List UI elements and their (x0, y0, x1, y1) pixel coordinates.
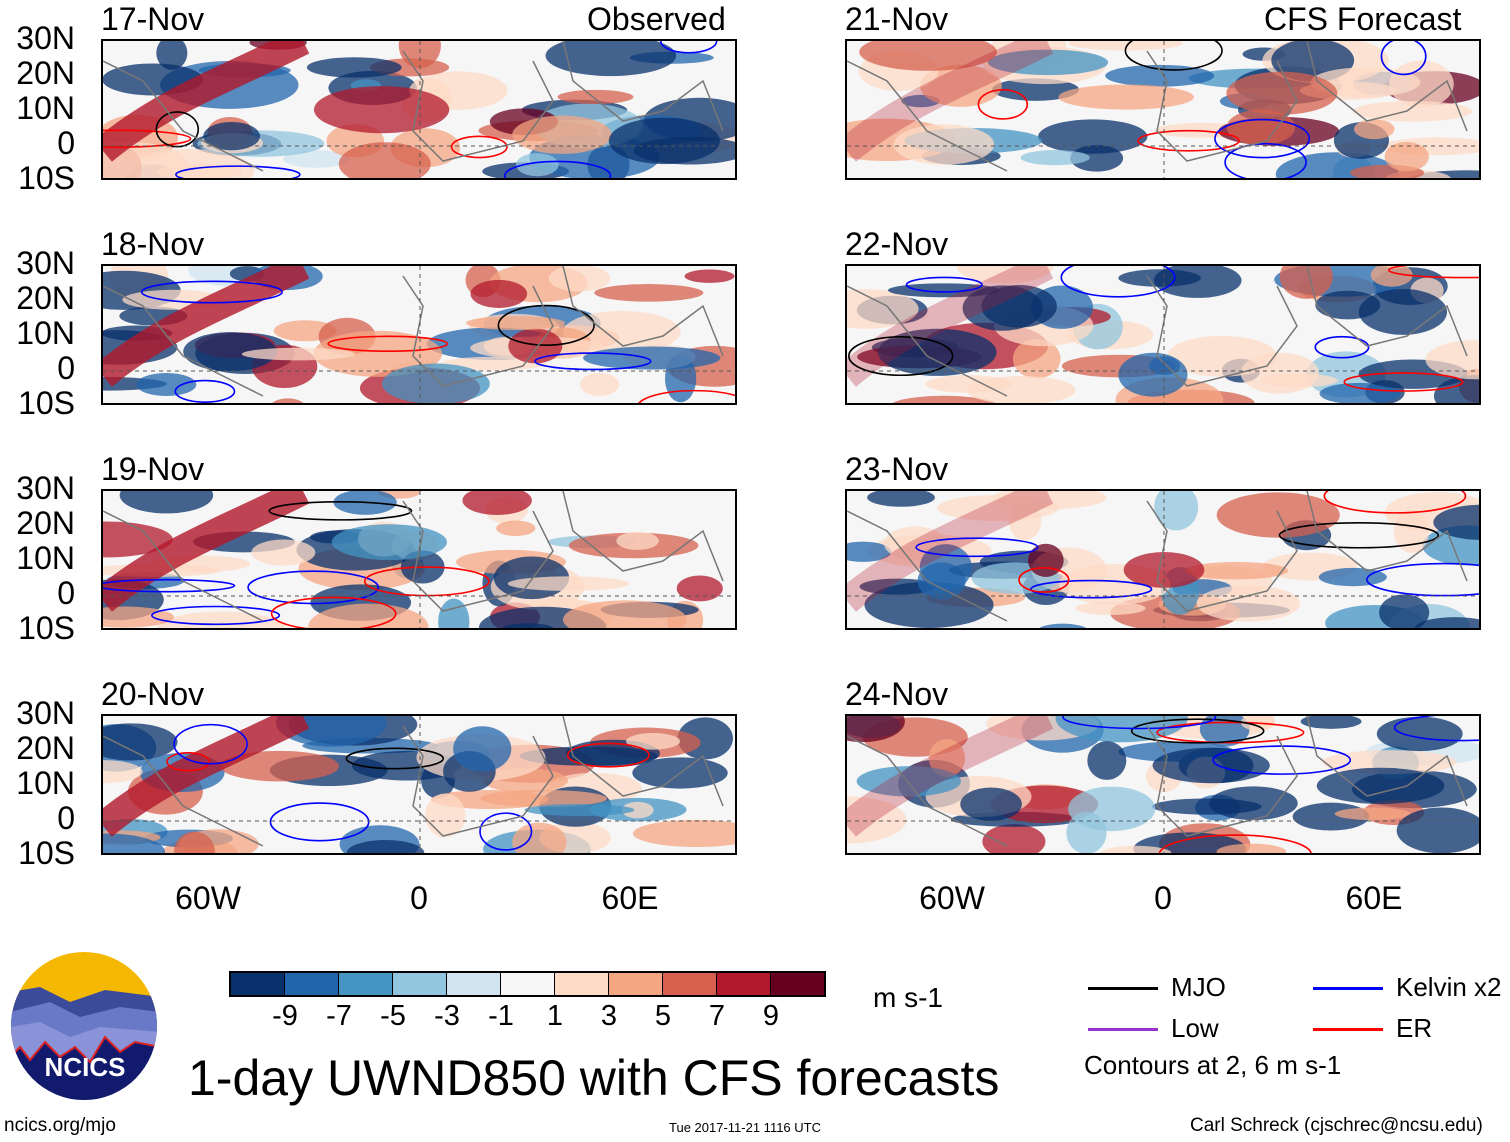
legend-label: Low (1171, 1013, 1219, 1043)
colorbar-swatch (447, 973, 501, 995)
colorbar-swatch (663, 973, 717, 995)
legend-label: Kelvin x2 (1396, 972, 1502, 1002)
y-tick-label: 0 (57, 350, 75, 386)
wind-anomaly-map (847, 716, 1479, 853)
colorbar-label: 5 (654, 1000, 672, 1032)
colorbar (229, 971, 826, 997)
y-tick-label: 10N (16, 540, 75, 576)
panel-date: 22-Nov (845, 226, 949, 262)
wind-anomaly-map (103, 41, 735, 178)
y-tick-label: 10S (18, 610, 75, 646)
footer-timestamp: Tue 2017-11-21 1116 UTC (669, 1120, 821, 1135)
footer-author: Carl Schreck (cjschrec@ncsu.edu) (1190, 1115, 1483, 1136)
colorbar-swatch (285, 973, 339, 995)
observed-header: Observed (587, 1, 726, 37)
y-tick-label: 10N (16, 765, 75, 801)
main-title: 1-day UWND850 with CFS forecasts (188, 1050, 1000, 1106)
colorbar-label: 1 (546, 1000, 564, 1032)
colorbar-swatch (393, 973, 447, 995)
colorbar-label: -5 (380, 1000, 406, 1032)
panel-date: 24-Nov (845, 676, 949, 712)
legend-label: MJO (1171, 972, 1226, 1002)
legend-line-kelvin (1313, 987, 1383, 990)
wind-anomaly-map (847, 41, 1479, 178)
wind-anomaly-map (103, 491, 735, 628)
y-tick-label: 10N (16, 315, 75, 351)
map-panel (101, 39, 737, 180)
y-tick-label: 30N (16, 695, 75, 731)
y-tick-label: 20N (16, 730, 75, 766)
contour-note: Contours at 2, 6 m s-1 (1084, 1050, 1342, 1080)
x-tick-label: 60W (919, 880, 985, 916)
map-panel (845, 264, 1481, 405)
panel-date: 17-Nov (101, 1, 205, 37)
map-panel (101, 714, 737, 855)
colorbar-label: 3 (600, 1000, 618, 1032)
y-tick-label: 10S (18, 160, 75, 196)
colorbar-label: -1 (488, 1000, 514, 1032)
colorbar-label: -7 (326, 1000, 352, 1032)
y-tick-label: 20N (16, 505, 75, 541)
colorbar-label: -9 (272, 1000, 298, 1032)
colorbar-swatch (609, 973, 663, 995)
colorbar-swatch (339, 973, 393, 995)
legend-line-mjo (1088, 987, 1158, 990)
legend-label: ER (1396, 1013, 1433, 1043)
map-panel (101, 489, 737, 630)
colorbar-swatch (717, 973, 771, 995)
y-tick-label: 20N (16, 55, 75, 91)
x-tick-label: 60W (175, 880, 241, 916)
colorbar-units: m s-1 (873, 982, 943, 1013)
colorbar-label: 7 (708, 1000, 726, 1032)
y-tick-label: 30N (16, 470, 75, 506)
logo-text: NCICS (45, 1052, 126, 1082)
map-panel (845, 714, 1481, 855)
footer-url[interactable]: ncics.org/mjo (4, 1115, 116, 1136)
y-tick-label: 0 (57, 800, 75, 836)
legend-line-er (1313, 1028, 1383, 1031)
map-panel (845, 39, 1481, 180)
map-panel (845, 489, 1481, 630)
colorbar-swatch (555, 973, 609, 995)
x-tick-label: 0 (410, 880, 428, 916)
ncics-logo: NCICS (11, 952, 157, 1100)
colorbar-swatch (231, 973, 285, 995)
colorbar-label: 9 (762, 1000, 780, 1032)
x-tick-label: 60E (1345, 880, 1403, 916)
x-tick-label: 0 (1154, 880, 1172, 916)
panel-date: 20-Nov (101, 676, 205, 712)
y-tick-label: 20N (16, 280, 75, 316)
wind-anomaly-map (847, 491, 1479, 628)
y-tick-label: 10S (18, 385, 75, 421)
y-tick-label: 30N (16, 245, 75, 281)
map-panel (101, 264, 737, 405)
panel-date: 19-Nov (101, 451, 205, 487)
panel-date: 21-Nov (845, 1, 949, 37)
colorbar-swatch (771, 973, 824, 995)
wind-anomaly-map (103, 266, 735, 403)
y-tick-label: 10S (18, 835, 75, 871)
panel-date: 18-Nov (101, 226, 205, 262)
colorbar-swatch (501, 973, 555, 995)
wind-anomaly-map (847, 266, 1479, 403)
y-tick-label: 0 (57, 125, 75, 161)
y-tick-label: 30N (16, 20, 75, 56)
y-tick-label: 0 (57, 575, 75, 611)
colorbar-label: -3 (434, 1000, 460, 1032)
legend-line-low (1088, 1028, 1158, 1031)
y-tick-label: 10N (16, 90, 75, 126)
wind-anomaly-map (103, 716, 735, 853)
x-tick-label: 60E (601, 880, 659, 916)
panel-date: 23-Nov (845, 451, 949, 487)
forecast-header: CFS Forecast (1264, 1, 1462, 37)
